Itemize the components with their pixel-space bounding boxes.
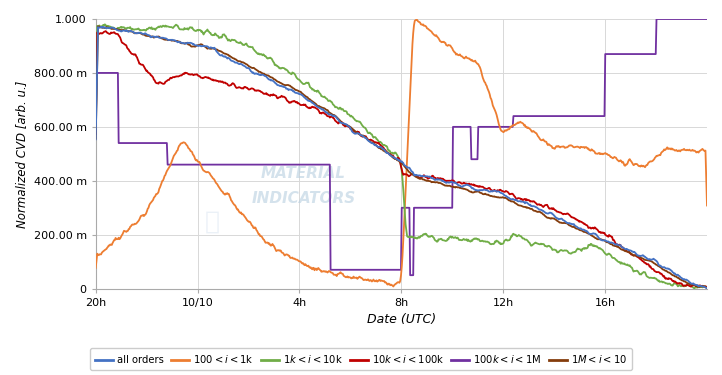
Text: 🧪: 🧪 — [204, 209, 219, 233]
Text: MATERIAL
INDICATORS: MATERIAL INDICATORS — [251, 166, 356, 206]
X-axis label: Date (UTC): Date (UTC) — [367, 313, 436, 326]
Y-axis label: Normalized CVD [arb. u.]: Normalized CVD [arb. u.] — [15, 80, 28, 228]
Legend: all orders, $100 < i < $1k, $1k < i < $10k, $10k < i < $100k, $100k < i < $1M, $: all orders, $100 < i < $1k, $1k < i < $1… — [90, 348, 632, 370]
